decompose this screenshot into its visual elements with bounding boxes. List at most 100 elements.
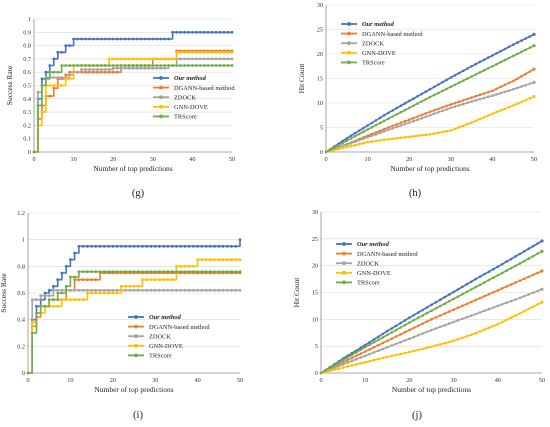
series-point (90, 278, 93, 282)
series-point (230, 244, 233, 248)
series-point (99, 70, 103, 74)
series-point (531, 244, 535, 248)
series-point (183, 64, 186, 67)
series-point (386, 329, 389, 333)
series-point (399, 321, 402, 325)
series-point (487, 270, 491, 274)
series-point (434, 307, 438, 310)
series-point (499, 91, 503, 95)
series-point (503, 83, 507, 87)
series-point (372, 351, 376, 354)
series-point (462, 79, 465, 82)
series-point (98, 244, 102, 248)
series-point (204, 288, 208, 292)
series-point (516, 52, 519, 56)
series-point (378, 121, 382, 125)
series-point (147, 57, 151, 61)
series-point (221, 270, 225, 274)
series-point (124, 244, 127, 248)
series-point (35, 298, 38, 302)
series-point (103, 68, 107, 71)
series-point (69, 275, 72, 279)
x-tick-label: 20 (110, 156, 116, 163)
series-point (540, 269, 544, 273)
series-point (111, 66, 115, 70)
series-point (230, 270, 233, 274)
series-point (136, 270, 140, 274)
series-point (86, 291, 89, 295)
legend-marker (134, 353, 138, 358)
series-point (319, 371, 323, 375)
x-tick-label: 0 (26, 377, 29, 384)
series-point (509, 266, 513, 270)
series-point (141, 270, 144, 274)
legend-label: Our method (174, 75, 207, 82)
y-tick-label: 20 (317, 51, 323, 58)
series-point (461, 336, 464, 340)
series-point (68, 77, 71, 81)
series-point (341, 363, 345, 366)
series-point (208, 258, 212, 262)
series-point (222, 50, 226, 54)
series-point (457, 104, 461, 107)
series-point (465, 302, 469, 306)
series-point (407, 106, 411, 110)
series-point (439, 343, 442, 346)
series-point (132, 244, 136, 248)
series-point (147, 64, 151, 67)
series-point (35, 304, 38, 308)
series-point (56, 84, 60, 87)
series-point (453, 101, 457, 105)
series-point (158, 278, 161, 282)
series-point (47, 298, 51, 302)
series-point (462, 102, 465, 106)
series-point (99, 68, 103, 71)
series-point (486, 95, 490, 99)
series-point (214, 50, 218, 54)
series-point (217, 244, 221, 248)
series-point (374, 119, 378, 122)
series-point (230, 288, 233, 292)
series-point (69, 258, 72, 262)
series-point (430, 345, 433, 349)
series-point (52, 298, 55, 302)
series-point (107, 70, 111, 74)
series-point (370, 140, 374, 143)
series-point (524, 98, 527, 102)
series-point (439, 325, 442, 329)
series-point (56, 278, 60, 282)
legend-label: GNN-DOVE (362, 50, 396, 57)
series-point (175, 50, 179, 54)
series-point (99, 37, 103, 41)
series-point (187, 50, 190, 54)
series-point (128, 244, 132, 248)
series-point (175, 30, 179, 34)
series-point (341, 144, 344, 148)
series-point (204, 244, 208, 248)
series-point (158, 288, 161, 292)
series-point (337, 147, 340, 151)
series-point (162, 278, 166, 282)
y-tick-label: 0.4 (23, 96, 31, 103)
series-point (135, 66, 139, 70)
series-point (195, 30, 198, 34)
series-point (166, 288, 170, 292)
series-point (394, 342, 398, 346)
series-point (230, 64, 234, 67)
series-point (90, 244, 93, 248)
series-point (39, 294, 43, 298)
series-point (425, 306, 429, 309)
series-point (60, 288, 64, 292)
series-point (363, 350, 367, 353)
legend-marker (134, 315, 138, 319)
series-point (362, 130, 365, 133)
y-tick-label: 5 (320, 125, 323, 132)
series-point (230, 50, 234, 54)
y-tick-label: 0.4 (17, 317, 25, 324)
series-point (149, 270, 153, 274)
series-point (421, 314, 425, 317)
series-point (198, 64, 202, 67)
series-point (128, 288, 132, 292)
series-point (434, 327, 438, 330)
series-point (478, 283, 482, 287)
